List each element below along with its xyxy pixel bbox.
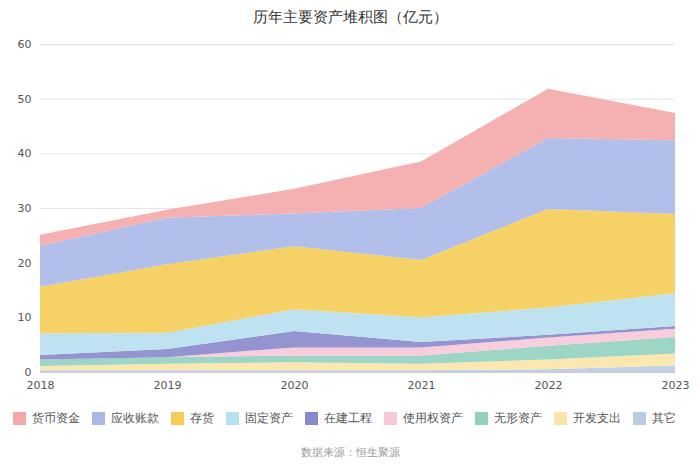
svg-text:30: 30 [18, 202, 32, 215]
svg-text:2018: 2018 [27, 379, 55, 392]
svg-text:60: 60 [18, 38, 32, 51]
svg-text:10: 10 [18, 311, 32, 324]
html-text:其它: 其它 [651, 411, 676, 425]
html-text:历年主要资产堆积图（亿元）: 历年主要资产堆积图（亿元） [252, 8, 448, 26]
html-text:存货: 存货 [189, 411, 214, 425]
svg-text:2019: 2019 [154, 379, 182, 392]
html-text:在建工程: 在建工程 [323, 411, 372, 425]
svg-text:40: 40 [18, 147, 32, 160]
html-text:开发支出: 开发支出 [572, 411, 621, 425]
svg-text:20: 20 [18, 257, 32, 270]
html-text:货币资金: 货币资金 [31, 411, 80, 425]
html-text:应收账款: 应收账款 [110, 411, 159, 425]
svg-text:2023: 2023 [662, 379, 690, 392]
svg-text:2022: 2022 [535, 379, 563, 392]
html-text:数据来源：恒生聚源: 数据来源：恒生聚源 [300, 446, 400, 459]
html-text:使用权资产: 使用权资产 [402, 411, 463, 425]
svg-text:0: 0 [25, 366, 32, 379]
svg-text:50: 50 [18, 93, 32, 106]
svg-text:2021: 2021 [408, 379, 436, 392]
html-text:固定资产: 固定资产 [244, 411, 293, 425]
html-text:无形资产: 无形资产 [493, 411, 542, 425]
svg-text:2020: 2020 [281, 379, 309, 392]
